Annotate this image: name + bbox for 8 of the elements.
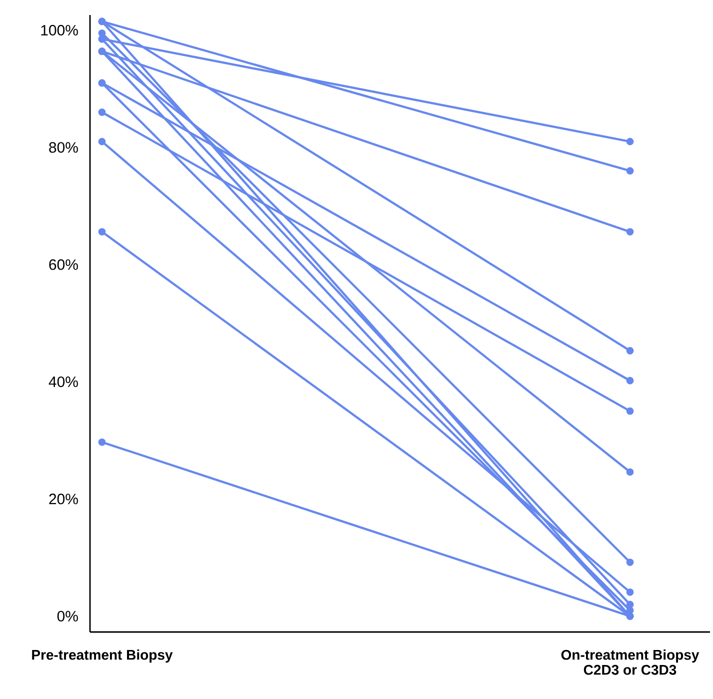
y-tick-label: 40%	[48, 376, 78, 388]
y-tick-label: 20%	[49, 494, 78, 504]
x-tick-label: Pre-treatment Biopsy	[32, 650, 173, 663]
y-tick-label: 60%	[49, 259, 78, 270]
y-tick-label: 0%	[57, 610, 78, 622]
x-tick-label: On-treatment Biopsy C2D3 or C3D3	[561, 650, 700, 675]
y-tick-label: 80%	[49, 142, 78, 153]
y-tick-label: 100%	[41, 24, 78, 36]
